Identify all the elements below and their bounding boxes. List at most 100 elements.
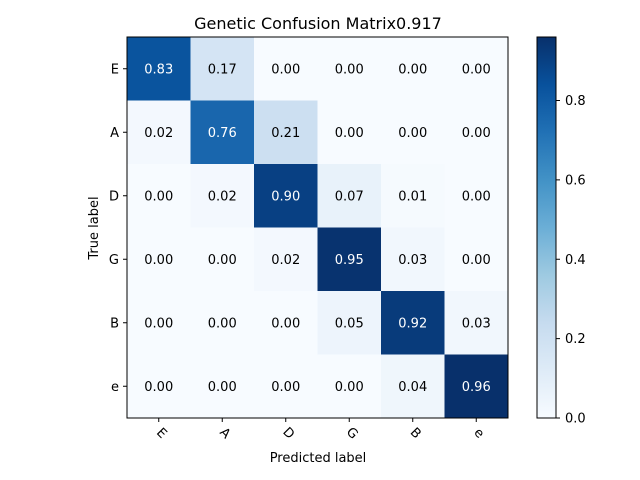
heatmap-cell — [127, 100, 191, 165]
cell-value-label: 0.95 — [335, 253, 364, 268]
cell-value-label: 0.92 — [398, 316, 427, 331]
heatmap-cell — [381, 164, 445, 228]
heatmap-cell — [317, 227, 382, 292]
x-tick-label: A — [216, 425, 233, 442]
x-tick-label: G — [343, 425, 361, 443]
heatmap-cell — [190, 227, 255, 292]
cell-value-label: 0.00 — [462, 253, 491, 268]
cell-value-label: 0.00 — [208, 380, 237, 395]
colorbar — [536, 36, 557, 419]
colorbar-ticks: 0.0 0.2 0.4 0.6 0.8 — [556, 94, 586, 427]
cell-value-label: 0.96 — [462, 380, 491, 395]
heatmap-cell — [127, 164, 191, 228]
colorbar-tick-label: 0.0 — [565, 412, 586, 427]
cell-value-label: 0.04 — [398, 380, 427, 395]
cell-value-label: 0.00 — [271, 316, 300, 331]
heatmap-cell — [254, 37, 318, 101]
cell-value-label: 0.00 — [271, 62, 300, 77]
cell-value-label: 0.00 — [462, 62, 491, 77]
cell-value-label: 0.76 — [208, 126, 237, 141]
heatmap-cell — [190, 100, 255, 165]
chart-title: Genetic Confusion Matrix0.917 — [194, 14, 442, 33]
cell-value-label: 0.21 — [271, 126, 300, 141]
colorbar-tick-label: 0.6 — [565, 173, 586, 188]
heatmap-cell — [444, 164, 509, 228]
heatmap-cell — [317, 37, 382, 101]
heatmap-cell — [381, 354, 445, 419]
heatmap-cell — [127, 291, 191, 355]
heatmap-cell — [254, 291, 318, 355]
heatmap-cell — [190, 37, 255, 101]
cell-value-label: 0.00 — [398, 62, 427, 77]
heatmap-cell — [127, 37, 191, 101]
cell-value-label: 0.02 — [271, 253, 300, 268]
cell-value-label: 0.83 — [144, 62, 173, 77]
cell-value-label: 0.03 — [398, 253, 427, 268]
heatmap-cell — [254, 100, 318, 165]
cell-value-label: 0.00 — [271, 380, 300, 395]
y-tick-label: D — [109, 189, 119, 204]
cell-value-label: 0.00 — [462, 126, 491, 141]
plot-frame — [126, 36, 509, 419]
colorbar-tick-label: 0.4 — [565, 253, 586, 268]
x-tick-label: D — [279, 425, 297, 443]
heatmap-cell — [127, 354, 191, 419]
y-tick-label: B — [110, 316, 119, 331]
cell-value-label: 0.00 — [208, 253, 237, 268]
heatmap-cell — [444, 354, 509, 419]
heatmap-cell — [190, 291, 255, 355]
heatmap-cell — [444, 227, 509, 292]
cell-value-label: 0.05 — [335, 316, 364, 331]
cell-value-label: 0.00 — [144, 316, 173, 331]
colorbar-tick-label: 0.8 — [565, 94, 586, 109]
cell-value-label: 0.00 — [462, 189, 491, 204]
heatmap-cell — [190, 354, 255, 419]
cell-value-label: 0.00 — [208, 316, 237, 331]
heatmap-cell — [381, 37, 445, 101]
cell-value-label: 0.00 — [144, 253, 173, 268]
cell-value-label: 0.00 — [144, 189, 173, 204]
cell-value-label: 0.01 — [398, 189, 427, 204]
cell-value-label: 0.02 — [144, 126, 173, 141]
x-tick-label: e — [471, 425, 487, 441]
cell-value-label: 0.90 — [271, 189, 300, 204]
cell-value-label: 0.17 — [208, 62, 237, 77]
heatmap-cell — [381, 100, 445, 165]
cell-value-label: 0.00 — [144, 380, 173, 395]
heatmap-cell-labels: 0.83 0.17 0.00 0.00 0.00 0.00 0.02 0.76 0.21 0.00… — [144, 62, 490, 395]
y-tick-label: E — [111, 62, 119, 77]
heatmap-cell — [254, 354, 318, 419]
heatmap-cell — [317, 100, 382, 165]
y-tick-label: G — [109, 253, 119, 268]
y-axis-ticks: E A D G Be — [109, 62, 127, 395]
y-axis-label: True label — [87, 196, 102, 260]
heatmap-cell — [190, 164, 255, 228]
cell-value-label: 0.07 — [335, 189, 364, 204]
x-axis-label: Predicted label — [270, 451, 367, 466]
heatmap-cell — [254, 164, 318, 228]
heatmap-cells — [127, 37, 509, 419]
heatmap-cell — [381, 227, 445, 292]
heatmap-cell — [444, 100, 509, 165]
y-tick-label: e — [111, 380, 119, 395]
heatmap-cell — [444, 37, 509, 101]
heatmap-cell — [317, 164, 382, 228]
heatmap-cell — [381, 291, 445, 355]
heatmap-cell — [254, 227, 318, 292]
cell-value-label: 0.00 — [335, 126, 364, 141]
cell-value-label: 0.00 — [398, 126, 427, 141]
cell-value-label: 0.00 — [335, 62, 364, 77]
heatmap-cell — [127, 227, 191, 292]
x-tick-label: B — [407, 425, 424, 442]
colorbar-tick-label: 0.2 — [565, 332, 586, 347]
y-tick-label: A — [110, 126, 119, 141]
heatmap-cell — [444, 291, 509, 355]
cell-value-label: 0.03 — [462, 316, 491, 331]
heatmap-cell — [317, 291, 382, 355]
cell-value-label: 0.02 — [208, 189, 237, 204]
cell-value-label: 0.00 — [335, 380, 364, 395]
heatmap-cell — [317, 354, 382, 419]
x-tick-label: E — [153, 425, 169, 441]
